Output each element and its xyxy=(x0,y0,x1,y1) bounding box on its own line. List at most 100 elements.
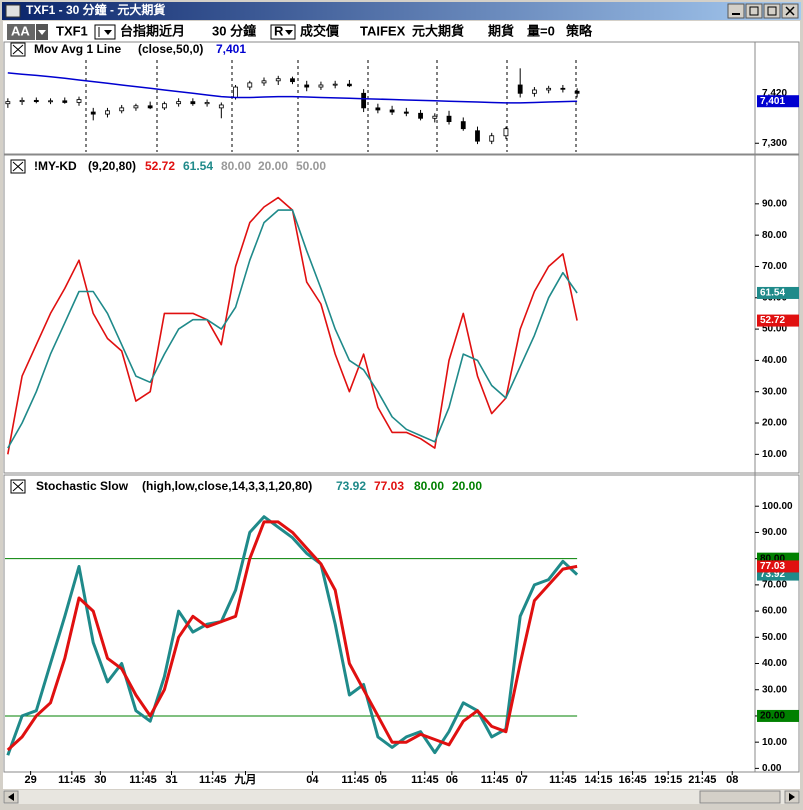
chart-area xyxy=(3,21,800,789)
toolbar-volume: 量=0 xyxy=(527,23,555,38)
window-buttons[interactable] xyxy=(727,3,799,19)
x-tick-label: 16:45 xyxy=(619,774,647,786)
last-value-label: 52.72 xyxy=(760,315,785,326)
y-tick-label: 60.00 xyxy=(762,606,787,617)
candle-body xyxy=(62,100,68,103)
indicator-level: 20.00 xyxy=(452,479,482,493)
y-tick-label: 30.00 xyxy=(762,684,787,695)
indicator-param: 80.00 xyxy=(221,159,251,173)
last-value-label-box xyxy=(757,95,799,108)
x-tick-label: 九月 xyxy=(234,772,257,786)
title-bar xyxy=(2,2,801,20)
candle-body xyxy=(275,78,281,82)
candle-body xyxy=(574,90,580,94)
scroll-thumb[interactable] xyxy=(699,790,781,804)
y-tick-label: 70.00 xyxy=(762,261,787,272)
y-tick-label: 10.00 xyxy=(762,737,787,748)
toolbar-exchange: TAIFEX xyxy=(360,23,406,38)
x-tick-label: 07 xyxy=(515,774,527,786)
aa-button[interactable] xyxy=(7,24,35,40)
toolbar-price-type: 成交價 xyxy=(300,23,340,38)
candle-body xyxy=(503,128,509,137)
x-tick-label: 21:45 xyxy=(688,774,716,786)
x-tick-label: 11:45 xyxy=(129,774,157,786)
candle-body xyxy=(233,86,238,98)
series-line xyxy=(7,72,578,104)
kd-panel-frame xyxy=(3,154,800,474)
level-label: 20.00 xyxy=(760,711,785,722)
x-icon xyxy=(12,44,24,55)
x-tick-label: 11:45 xyxy=(199,774,227,786)
restore-button[interactable] xyxy=(763,3,781,19)
y-tick-label: 10.00 xyxy=(762,449,787,460)
candle-body xyxy=(389,109,395,113)
last-value-label: 77.03 xyxy=(760,561,785,572)
y-tick-label: 30.00 xyxy=(762,386,787,397)
last-value-label: 7,401 xyxy=(760,96,785,107)
indicator-name: Mov Avg 1 Line xyxy=(34,42,121,56)
candle-body xyxy=(190,101,196,105)
candle-body xyxy=(48,100,53,103)
price-type-dropdown[interactable] xyxy=(270,24,296,40)
scroll-left-arrow xyxy=(8,793,14,801)
candle-body xyxy=(247,82,253,88)
x-tick-label: 11:45 xyxy=(411,774,439,786)
last-value-label: 61.54 xyxy=(760,288,785,299)
x-tick-label: 05 xyxy=(375,774,387,786)
y-tick-label: 40.00 xyxy=(762,355,787,366)
last-value-label-box xyxy=(757,286,799,299)
symbol-dropdown[interactable] xyxy=(94,24,116,40)
candle-body xyxy=(5,101,11,105)
y-tick-label: 80.00 xyxy=(762,230,787,241)
y-tick-label: 70.00 xyxy=(762,580,787,591)
stoch-header: Stochastic Slow (high,low,close,14,3,3,1… xyxy=(10,479,482,494)
dropdown-arrow xyxy=(104,30,112,35)
series-line xyxy=(6,520,578,752)
y-tick-label: 20.00 xyxy=(762,418,787,429)
series-line xyxy=(6,515,579,756)
candle-body xyxy=(489,135,495,142)
candle-body xyxy=(261,80,267,84)
restore-icon xyxy=(767,6,777,16)
x-icon xyxy=(12,161,24,172)
candle-body xyxy=(418,112,423,119)
last-value-label-box xyxy=(757,314,799,327)
series-line xyxy=(7,209,578,449)
aa-label: AA xyxy=(11,23,30,38)
close-icon xyxy=(785,6,795,16)
candle-body xyxy=(546,87,552,91)
x-tick-label: 14:15 xyxy=(584,774,612,786)
candle-body xyxy=(361,92,367,109)
toolbar-broker: 元大期貨 xyxy=(412,23,464,38)
y-tick-label: 50.00 xyxy=(762,632,787,643)
x-tick-label: 06 xyxy=(446,774,458,786)
y-tick-label: 90.00 xyxy=(762,198,787,209)
toolbar-category: 期貨 xyxy=(488,23,514,38)
x-icon xyxy=(12,481,24,492)
indicator-name: !MY-KD xyxy=(34,159,77,173)
x-tick-label: 30 xyxy=(94,774,106,786)
candle-body xyxy=(176,101,182,105)
x-tick-label: 08 xyxy=(726,774,738,786)
y-tick-label: 100.00 xyxy=(762,501,793,512)
dropdown-arrow xyxy=(38,30,46,35)
y-tick-label: 50.00 xyxy=(762,324,787,335)
toolbar-r: R xyxy=(274,23,284,38)
x-tick-label: 11:45 xyxy=(481,774,509,786)
maximize-button[interactable] xyxy=(745,3,763,19)
stoch-panel-frame xyxy=(3,474,800,773)
candle-body xyxy=(432,115,438,119)
candle-body xyxy=(290,78,295,83)
indicator-value: 7,401 xyxy=(216,42,246,56)
candle-body xyxy=(33,99,39,103)
indicator-value: 61.54 xyxy=(183,159,213,173)
indicator-level: 80.00 xyxy=(414,479,444,493)
x-tick-label: 11:45 xyxy=(549,774,577,786)
scrollbar[interactable] xyxy=(3,790,800,804)
minimize-button[interactable] xyxy=(727,3,745,19)
last-price-label: 7,420 xyxy=(762,88,787,99)
x-tick-label: 31 xyxy=(165,774,177,786)
candle-body xyxy=(332,83,338,86)
level-label-box xyxy=(757,709,799,722)
candle-body xyxy=(517,84,523,94)
